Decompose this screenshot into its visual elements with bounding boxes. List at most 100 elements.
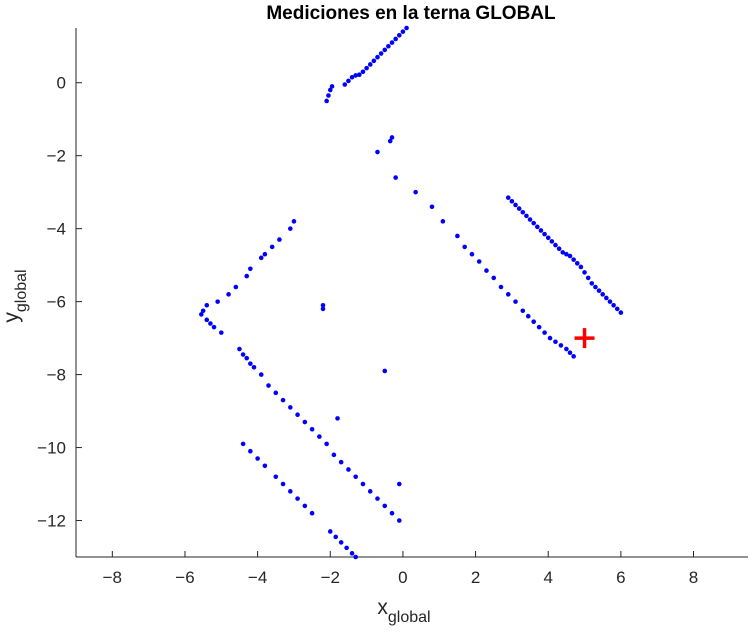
measurement-point bbox=[542, 330, 547, 335]
measurement-point bbox=[509, 198, 515, 204]
measurement-point bbox=[329, 84, 335, 89]
x-tick-label: 8 bbox=[689, 568, 698, 587]
x-tick-label: −2 bbox=[321, 568, 340, 587]
measurement-point bbox=[248, 266, 253, 272]
measurement-point bbox=[346, 467, 351, 472]
measurement-point bbox=[618, 310, 624, 315]
measurement-point bbox=[524, 213, 529, 219]
measurement-point bbox=[387, 138, 393, 144]
measurement-point bbox=[396, 518, 402, 523]
measurement-point bbox=[513, 299, 518, 304]
measurement-point bbox=[331, 452, 337, 458]
measurement-point bbox=[251, 364, 257, 370]
measurement-point bbox=[324, 98, 329, 104]
measurement-point bbox=[335, 416, 340, 421]
measurement-point bbox=[248, 361, 253, 366]
measurement-point bbox=[386, 43, 391, 49]
y-tick-label: −10 bbox=[37, 439, 66, 458]
plot-axes: −8 −6 −4 −2 0 2 4 6 8 0 −2 −4 −6 −8 −10 −12 bbox=[37, 28, 748, 587]
y-tick-label: −8 bbox=[47, 366, 66, 385]
measurement-point bbox=[382, 503, 388, 509]
measurement-point bbox=[556, 246, 562, 252]
x-axis-label-subscript: global bbox=[388, 609, 431, 626]
measurement-point bbox=[393, 36, 398, 42]
measurement-point bbox=[553, 339, 558, 345]
measurement-point bbox=[574, 261, 580, 266]
measurement-point bbox=[353, 554, 358, 560]
measurement-point bbox=[215, 299, 220, 304]
measurement-point bbox=[564, 251, 569, 257]
measurement-point bbox=[240, 441, 246, 447]
measurement-point bbox=[258, 372, 264, 377]
measurement-point bbox=[262, 251, 268, 257]
x-tick-label: −8 bbox=[103, 568, 122, 587]
measurement-point bbox=[536, 324, 542, 330]
y-tick-label: 0 bbox=[57, 74, 66, 93]
measurement-point bbox=[244, 273, 250, 279]
measurement-point bbox=[364, 65, 369, 71]
measurement-point bbox=[593, 284, 598, 290]
y-tick-label: −4 bbox=[47, 220, 66, 239]
measurement-point bbox=[320, 302, 326, 308]
measurement-point bbox=[535, 224, 540, 230]
measurement-point bbox=[604, 295, 609, 301]
measurement-point bbox=[582, 270, 587, 275]
measurement-point bbox=[324, 441, 329, 447]
measurement-point bbox=[371, 58, 377, 64]
measurement-point bbox=[262, 463, 268, 469]
measurement-point bbox=[578, 264, 584, 270]
measurement-point bbox=[382, 47, 388, 53]
measurement-point bbox=[596, 288, 602, 293]
measurement-point bbox=[542, 231, 547, 237]
measurement-point bbox=[547, 335, 553, 341]
measurement-point bbox=[375, 54, 380, 60]
y-tick-label: −2 bbox=[47, 147, 66, 166]
measurement-point bbox=[357, 72, 362, 77]
measurement-point bbox=[396, 32, 402, 38]
measurement-point bbox=[440, 219, 446, 224]
measurement-point bbox=[455, 233, 460, 239]
measurement-point bbox=[484, 268, 489, 273]
measurement-point bbox=[208, 321, 213, 326]
measurement-point bbox=[349, 74, 355, 80]
measurement-point bbox=[338, 459, 344, 465]
measurement-point bbox=[553, 242, 558, 248]
measurement-point bbox=[255, 456, 260, 461]
measurement-point bbox=[273, 390, 279, 396]
x-tick-label: 0 bbox=[398, 568, 407, 587]
y-axis-label-subscript: global bbox=[13, 269, 30, 312]
measurement-point bbox=[211, 324, 217, 330]
x-tick-label: 4 bbox=[543, 568, 552, 587]
measurement-point bbox=[531, 220, 536, 226]
measurement-point bbox=[327, 529, 333, 534]
measurement-point bbox=[346, 78, 351, 84]
x-tick-label: 2 bbox=[471, 568, 480, 587]
measurement-point bbox=[614, 306, 620, 312]
y-tick-label: −6 bbox=[47, 293, 66, 312]
measurement-point bbox=[498, 284, 504, 290]
measurement-point bbox=[600, 292, 606, 297]
measurement-point bbox=[560, 250, 566, 255]
y-axis-label-base: y bbox=[0, 312, 23, 323]
measurement-point bbox=[338, 540, 344, 545]
measurement-point bbox=[277, 237, 282, 242]
measurement-point bbox=[269, 244, 275, 250]
measurement-point bbox=[413, 189, 418, 195]
measurement-point bbox=[538, 228, 544, 233]
y-axis-label: yglobal bbox=[0, 269, 30, 322]
measurement-point bbox=[516, 206, 522, 211]
measurement-point bbox=[326, 93, 331, 98]
measurement-point bbox=[389, 135, 395, 140]
position-marker bbox=[574, 328, 595, 349]
measurement-point bbox=[527, 217, 533, 222]
measurement-point bbox=[520, 209, 526, 215]
measurement-point bbox=[244, 355, 250, 361]
measurement-point bbox=[520, 308, 526, 314]
measurement-point bbox=[505, 292, 511, 297]
measurement-point bbox=[531, 319, 536, 324]
measurement-point bbox=[367, 489, 373, 494]
measurement-point bbox=[288, 405, 293, 410]
measurement-point bbox=[204, 302, 210, 308]
measurement-point bbox=[353, 474, 358, 480]
measurement-point bbox=[525, 313, 531, 319]
